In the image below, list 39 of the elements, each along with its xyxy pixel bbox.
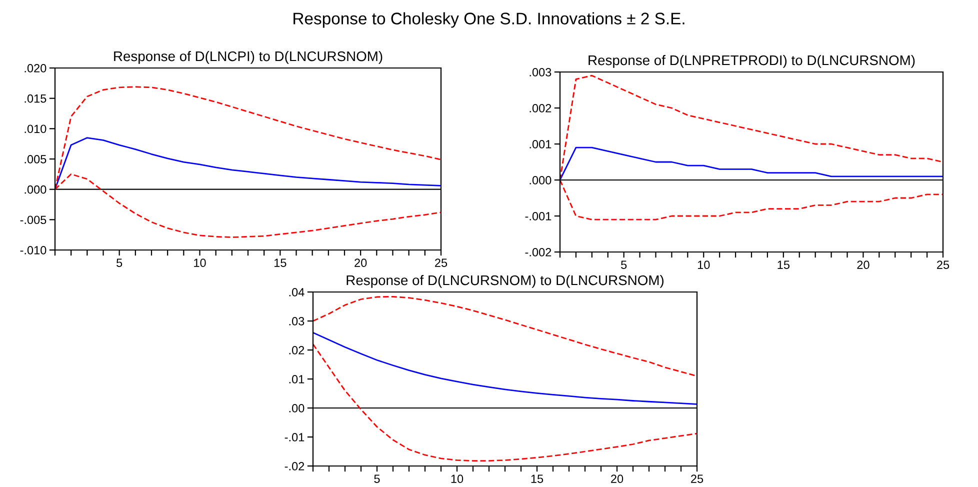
x-tick-label: 15 <box>778 260 790 270</box>
y-tick-label: .04 <box>289 288 304 296</box>
y-tick-label: .02 <box>289 346 304 354</box>
y-tick-label: -.002 <box>525 248 552 256</box>
x-tick-label: 25 <box>435 258 448 268</box>
x-tick-label: 10 <box>451 474 464 484</box>
x-tick-label: 25 <box>691 474 704 484</box>
x-tick-label: 15 <box>531 474 544 484</box>
y-tick-label: .002 <box>530 104 552 112</box>
y-tick-label: .03 <box>289 317 304 326</box>
x-tick-label: 20 <box>857 260 870 270</box>
x-tick-label: 10 <box>194 258 206 268</box>
x-tick-label: 20 <box>354 258 367 268</box>
chart-title: Response of D(LNCPI) to D(LNCURSNOM) <box>114 50 382 64</box>
y-tick-label: .001 <box>530 140 552 148</box>
x-tick-label: 20 <box>611 474 624 484</box>
y-tick-label: .01 <box>289 375 304 384</box>
y-tick-label: -.010 <box>20 246 46 254</box>
text: Response to Cholesky One S.D. Innovations ± 2 S.E. <box>294 12 684 28</box>
chart-title: Response of D(LNCURSNOM) to D(LNCURSNOM) <box>346 274 664 288</box>
y-tick-label: .00 <box>289 404 304 412</box>
x-tick-label: 10 <box>698 260 710 270</box>
y-tick-label: -.01 <box>284 433 304 442</box>
y-tick-label: .010 <box>24 124 46 134</box>
y-tick-label: .003 <box>530 68 552 76</box>
y-tick-label: .000 <box>24 185 46 194</box>
y-tick-label: .000 <box>530 176 552 184</box>
y-tick-label: .005 <box>24 155 46 164</box>
x-tick-label: 25 <box>937 260 950 270</box>
chart-title: Response of D(LNPRETPRODI) to D(LNCURSNOM) <box>588 54 915 68</box>
y-tick-label: -.02 <box>284 462 304 470</box>
x-tick-label: 5 <box>374 474 380 484</box>
y-tick-label: .015 <box>24 94 46 103</box>
y-tick-label: .020 <box>24 64 46 72</box>
x-tick-label: 15 <box>274 258 286 268</box>
y-tick-label: -.001 <box>525 212 552 220</box>
x-tick-label: 5 <box>116 258 122 268</box>
x-tick-label: 5 <box>621 260 627 270</box>
y-tick-label: -.005 <box>20 216 46 224</box>
